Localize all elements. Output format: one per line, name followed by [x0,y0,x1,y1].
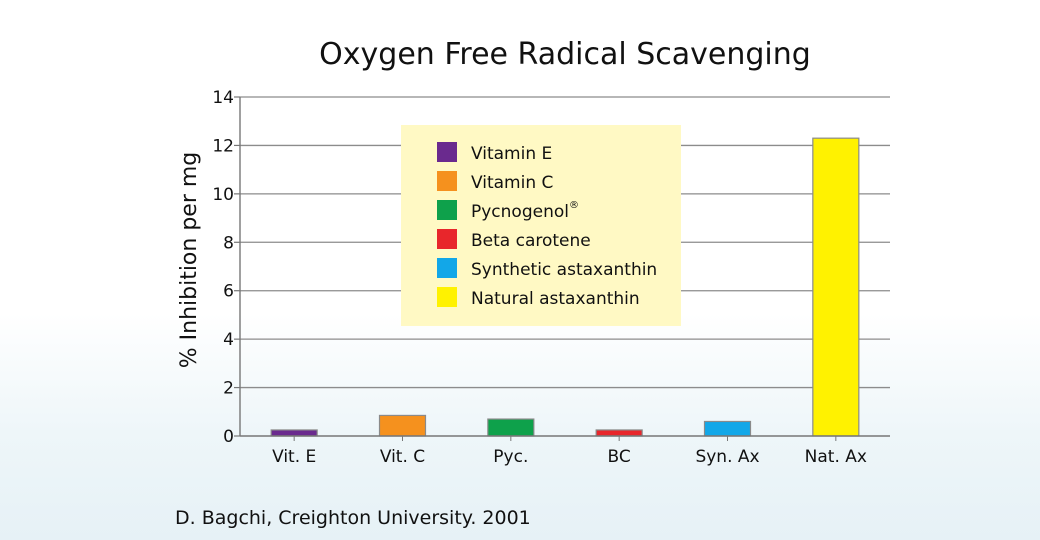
legend-swatch [437,287,457,307]
bar [703,420,752,437]
legend-label: Synthetic astaxanthin [471,260,657,280]
x-tick-label: Syn. Ax [695,447,759,467]
legend-label: Vitamin E [471,144,552,164]
legend-label-text: Vitamin C [471,173,553,193]
legend-swatch [437,142,457,162]
legend-label-text: Natural astaxanthin [471,289,640,309]
legend-label: Natural astaxanthin [471,289,640,309]
y-tick-label: 6 [223,282,234,302]
x-tick-label: Nat. Ax [805,447,867,467]
y-tick-label: 8 [223,233,234,253]
registered-mark: ® [569,200,579,211]
y-axis-label: % Inhibition per mg [177,152,202,369]
legend-label: Pycnogenol® [471,200,579,222]
legend-swatch [437,229,457,249]
legend: Vitamin E Vitamin C Pycnogenol® Beta carote… [401,125,681,326]
legend-label-text: Beta carotene [471,231,591,251]
bar [812,137,860,437]
legend-label-text: Vitamin E [471,144,552,164]
bar [487,418,535,437]
y-tick-label: 14 [212,88,234,108]
bar [378,414,427,437]
legend-label-text: Synthetic astaxanthin [471,260,657,280]
legend-label: Vitamin C [471,173,553,193]
legend-label-text: Pycnogenol [471,202,569,222]
y-tick-label: 4 [223,330,234,350]
x-tick-label: Pyc. [493,447,528,467]
x-tick-label: Vit. E [272,447,316,467]
bar [595,429,643,437]
bars [270,137,860,437]
legend-swatch [437,258,457,278]
chart-title: Oxygen Free Radical Scavenging [319,37,811,72]
source-note: D. Bagchi, Creighton University. 2001 [175,507,531,529]
y-tick-label: 12 [212,136,234,156]
x-tick-label: Vit. C [380,447,425,467]
axes: 0 2 4 6 8 10 12 14 Vit. E Vit. C Pyc. BC Syn. Ax Nat.… [212,88,890,467]
legend-swatch [437,200,457,220]
x-tick-label: BC [608,447,631,467]
legend-swatch [437,171,457,191]
bar [270,429,318,437]
y-tick-label: 2 [223,379,234,399]
legend-label: Beta carotene [471,231,591,251]
y-tick-label: 10 [212,185,234,205]
y-tick-label: 0 [223,427,234,447]
